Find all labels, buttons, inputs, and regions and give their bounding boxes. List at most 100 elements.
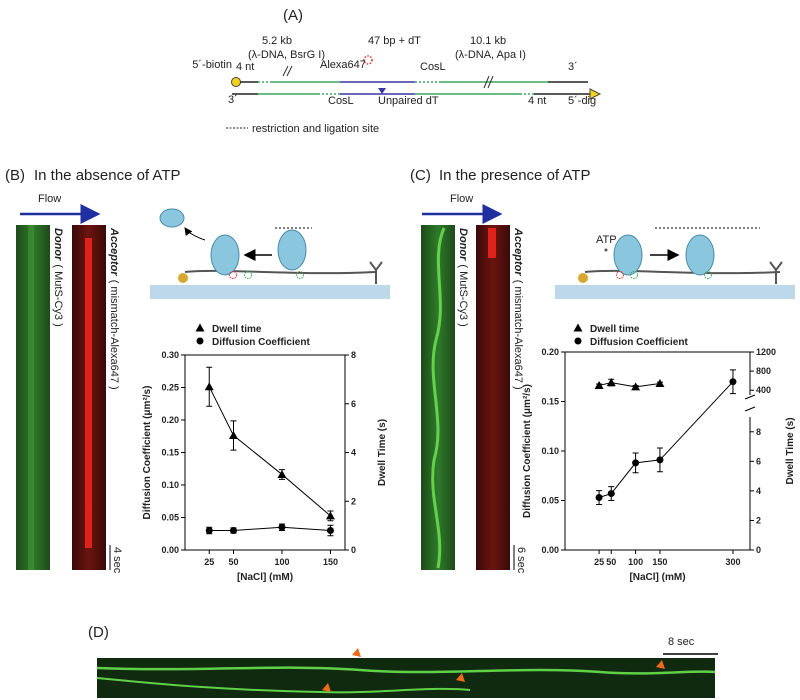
scale-label: 4 sec — [111, 547, 123, 574]
scale-label: 8 sec — [668, 636, 695, 648]
legend-label: Diffusion Coefficient — [590, 337, 688, 348]
kymo-label: Acceptor ( mismatch-Alexa647 ) — [108, 227, 120, 390]
marker — [631, 382, 641, 391]
muts — [613, 234, 643, 276]
panel-label: (C) — [410, 167, 431, 184]
donor-dye: ( MutS-Cy3 ) — [457, 264, 469, 326]
break-mark — [282, 65, 494, 89]
atp-label: ATP — [596, 234, 617, 246]
x-tick-label: 300 — [725, 557, 740, 567]
kymo-trace — [96, 666, 716, 675]
kymo-label: Acceptor ( mismatch-Alexa647 ) — [512, 227, 524, 390]
dye-star — [363, 55, 373, 65]
surface — [150, 285, 390, 299]
flow-label: Flow — [38, 193, 61, 205]
event-marker — [322, 648, 665, 692]
dye-label: Alexa647 — [320, 59, 366, 71]
kymo-trace — [96, 677, 471, 694]
dye — [296, 271, 304, 279]
anchor — [578, 273, 588, 283]
marker — [574, 337, 582, 345]
y-tick-label: 0.15 — [541, 397, 559, 407]
muts — [277, 229, 307, 271]
marker — [606, 378, 616, 387]
marker — [594, 380, 604, 389]
panel-label: (A) — [283, 7, 303, 24]
y2-tick-label: 2 — [351, 496, 356, 506]
x-axis-label: [NaCl] (mM) — [237, 572, 293, 583]
marker — [204, 382, 214, 391]
dye — [704, 271, 712, 279]
panel-c: (C) In the presence of ATP Flow Donor ( M… — [410, 167, 795, 574]
legend-label: Dwell time — [590, 324, 640, 335]
y-tick-label: 0.20 — [541, 347, 559, 357]
marker — [205, 527, 213, 534]
scale-label: 6 sec — [515, 547, 527, 574]
marker — [228, 430, 238, 439]
x-tick-label: 100 — [628, 557, 643, 567]
y-tick-label: 0.00 — [541, 545, 559, 555]
end-label: 5´-dig — [568, 95, 596, 107]
marker — [729, 378, 737, 386]
panel-a: (A) 5.2 kb (λ-DNA, BsrG I) 47 bp + dT 10… — [192, 7, 602, 135]
series-line — [598, 382, 661, 388]
y2-axis-label: Dwell Time (s) — [377, 419, 388, 486]
y-tick-label: 0.05 — [161, 513, 179, 523]
antibody — [769, 261, 783, 284]
segment-size: 10.1 kb — [470, 35, 506, 47]
y2-tick-label: 4 — [351, 448, 356, 458]
y-tick-label: 0.25 — [161, 383, 179, 393]
marker — [195, 323, 205, 332]
end-label: 5´-biotin — [192, 59, 232, 71]
axis-break — [744, 394, 756, 412]
acceptor-label: Acceptor — [108, 227, 120, 276]
y-tick-label: 0.20 — [161, 415, 179, 425]
acceptor-dye: ( mismatch-Alexa647 ) — [512, 280, 524, 390]
y2-axis-label: Dwell Time (s) — [785, 417, 796, 484]
series-line — [209, 526, 331, 531]
x-tick-label: 25 — [594, 557, 604, 567]
x-tick-label: 25 — [204, 557, 214, 567]
y2-tick-label: 1200 — [756, 347, 776, 357]
marker — [326, 527, 334, 534]
y2-tick-label: 6 — [756, 456, 761, 466]
x-axis-label: [NaCl] (mM) — [629, 572, 685, 583]
kymograph — [97, 658, 715, 698]
marker — [278, 523, 286, 531]
segment-size: 5.2 kb — [262, 35, 292, 47]
marker — [325, 511, 335, 520]
panel-label: (B) — [5, 167, 25, 184]
donor-kymograph — [16, 225, 50, 570]
donor-label: Donor — [457, 228, 469, 261]
y-tick-label: 0.15 — [161, 448, 179, 458]
kymo-label: Donor ( MutS-Cy3 ) — [52, 228, 64, 327]
y2-tick-label: 800 — [756, 366, 771, 376]
mismatch-label: Unpaired dT — [378, 95, 439, 107]
marker — [277, 469, 287, 478]
y2-tick-label: 400 — [756, 385, 771, 395]
y-tick-label: 0.30 — [161, 350, 179, 360]
dna — [184, 269, 376, 275]
end-label: 3´ — [568, 61, 578, 73]
kymo-trace — [85, 238, 92, 548]
x-tick-label: 150 — [652, 557, 667, 567]
marker — [632, 459, 640, 467]
antibody — [369, 261, 383, 284]
legend-label: Diffusion Coefficient — [212, 337, 310, 348]
dye — [244, 271, 252, 279]
surface — [555, 285, 795, 299]
muts — [685, 234, 715, 276]
y-axis-label: Diffusion Coefficient (μm²/s) — [522, 384, 533, 518]
atp — [604, 248, 608, 252]
panel-d: (D) 8 sec — [88, 624, 718, 698]
y-tick-label: 0.10 — [541, 446, 559, 456]
series-line — [208, 386, 331, 517]
x-tick-label: 100 — [274, 557, 289, 567]
x-tick-label: 50 — [606, 557, 616, 567]
flow-label: Flow — [450, 193, 473, 205]
acceptor-label: Acceptor — [512, 227, 524, 276]
donor-dye: ( MutS-Cy3 ) — [52, 264, 64, 326]
biotin — [231, 77, 241, 87]
unpaired-dt — [378, 88, 386, 94]
kymo-trace — [28, 225, 34, 570]
